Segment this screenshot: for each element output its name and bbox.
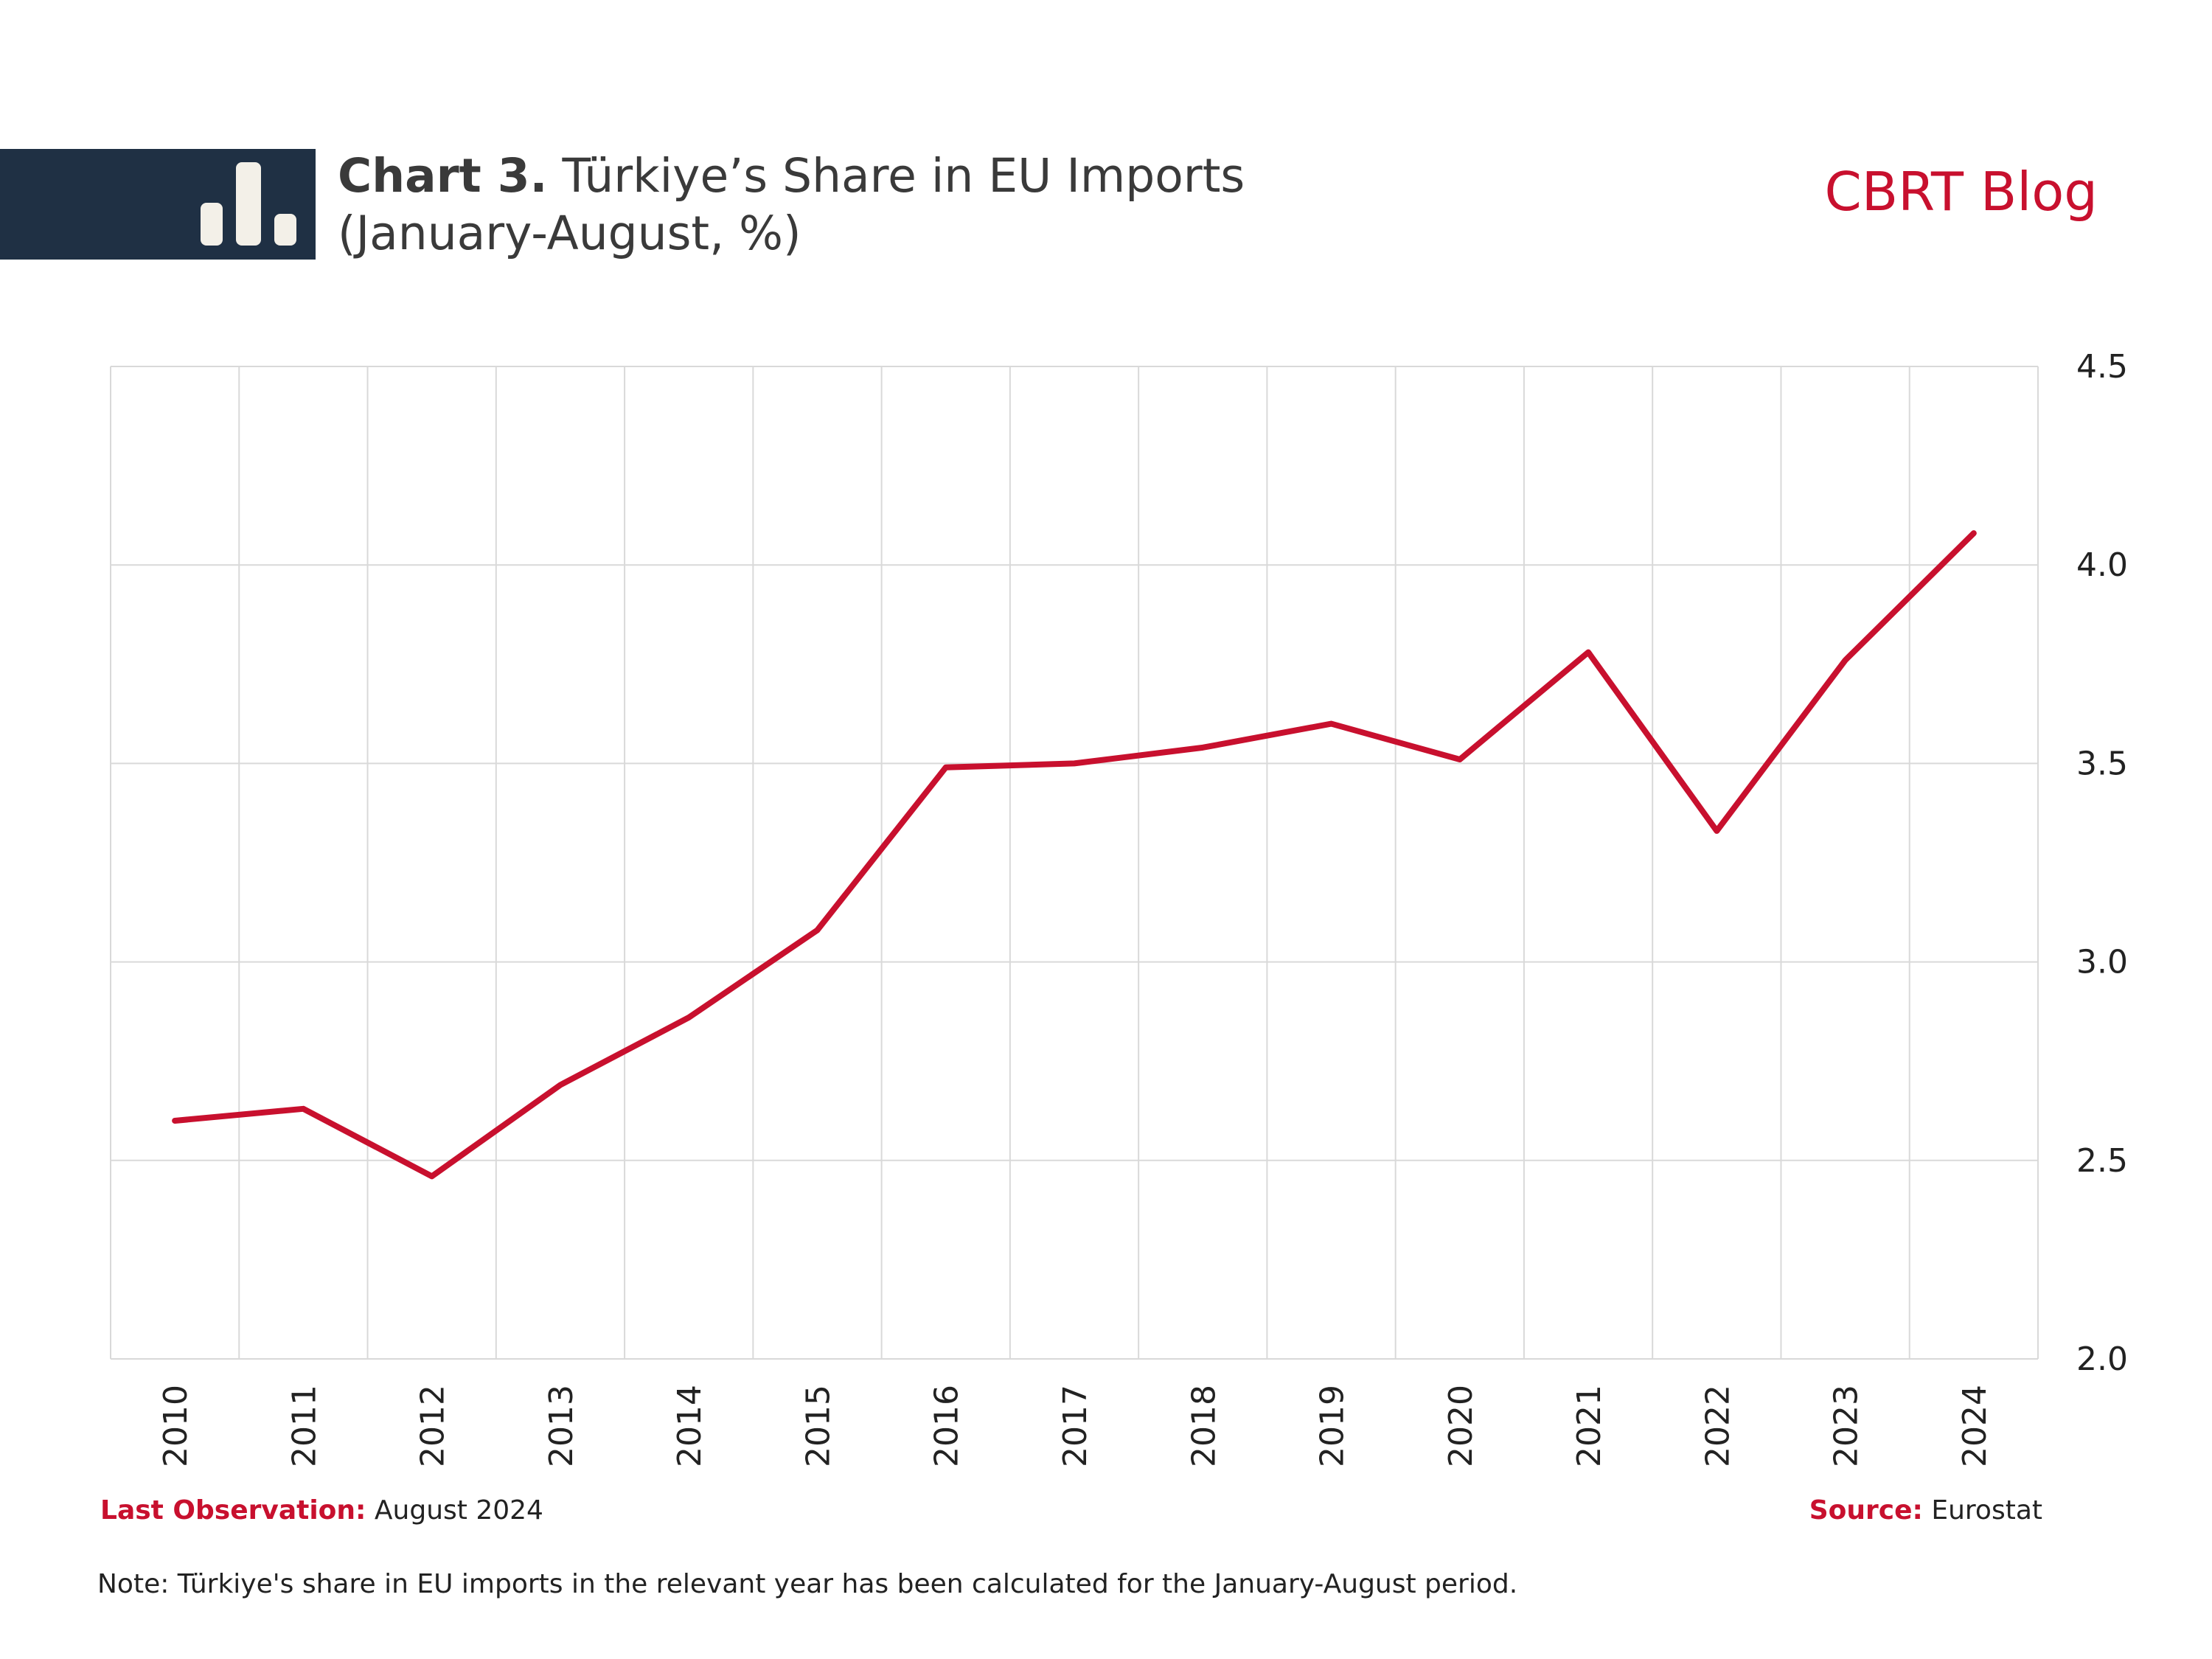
x-tick-label: 2019 <box>1314 1385 1352 1467</box>
bar-chart-icon <box>201 162 296 246</box>
brand-label: CBRT Blog <box>1824 161 2098 223</box>
source-label: Source: <box>1809 1495 1923 1526</box>
x-tick-label: 2021 <box>1571 1385 1608 1467</box>
x-tick-label: 2024 <box>1956 1385 1994 1467</box>
x-tick-label: 2017 <box>1057 1385 1094 1467</box>
source-value: Eurostat <box>1931 1495 2042 1526</box>
x-tick-label: 2022 <box>1699 1385 1736 1467</box>
x-tick-label: 2012 <box>414 1385 452 1467</box>
title-number: Chart 3. <box>338 149 548 203</box>
chart-subtitle: (January-August, %) <box>338 206 801 260</box>
x-tick-label: 2010 <box>157 1385 195 1467</box>
y-tick-label: 3.0 <box>2076 944 2128 981</box>
y-tick-label: 4.5 <box>2076 348 2128 386</box>
source: Source: Eurostat <box>1809 1495 2042 1526</box>
x-tick-label: 2013 <box>543 1385 580 1467</box>
x-tick-label: 2016 <box>928 1385 966 1467</box>
y-tick-label: 4.0 <box>2076 546 2128 584</box>
x-tick-label: 2023 <box>1828 1385 1865 1467</box>
last-observation-label: Last Observation: <box>100 1495 366 1526</box>
last-observation: Last Observation: August 2024 <box>100 1495 543 1526</box>
y-tick-label: 2.0 <box>2076 1340 2128 1378</box>
x-tick-label: 2011 <box>285 1385 323 1467</box>
y-tick-label: 2.5 <box>2076 1142 2128 1180</box>
x-tick-label: 2018 <box>1185 1385 1222 1467</box>
series-line <box>172 530 1977 1180</box>
x-tick-label: 2015 <box>799 1385 837 1467</box>
title-text: Türkiye’s Share in EU Imports <box>562 149 1245 203</box>
x-tick-label: 2020 <box>1442 1385 1480 1467</box>
chart-title: Chart 3. Türkiye’s Share in EU Imports (… <box>338 147 1245 262</box>
last-observation-value: August 2024 <box>374 1495 543 1526</box>
header-band <box>0 149 316 260</box>
note-text: Note: Türkiye's share in EU imports in t… <box>97 1569 1518 1599</box>
x-tick-label: 2014 <box>671 1385 709 1467</box>
y-tick-label: 3.5 <box>2076 745 2128 782</box>
